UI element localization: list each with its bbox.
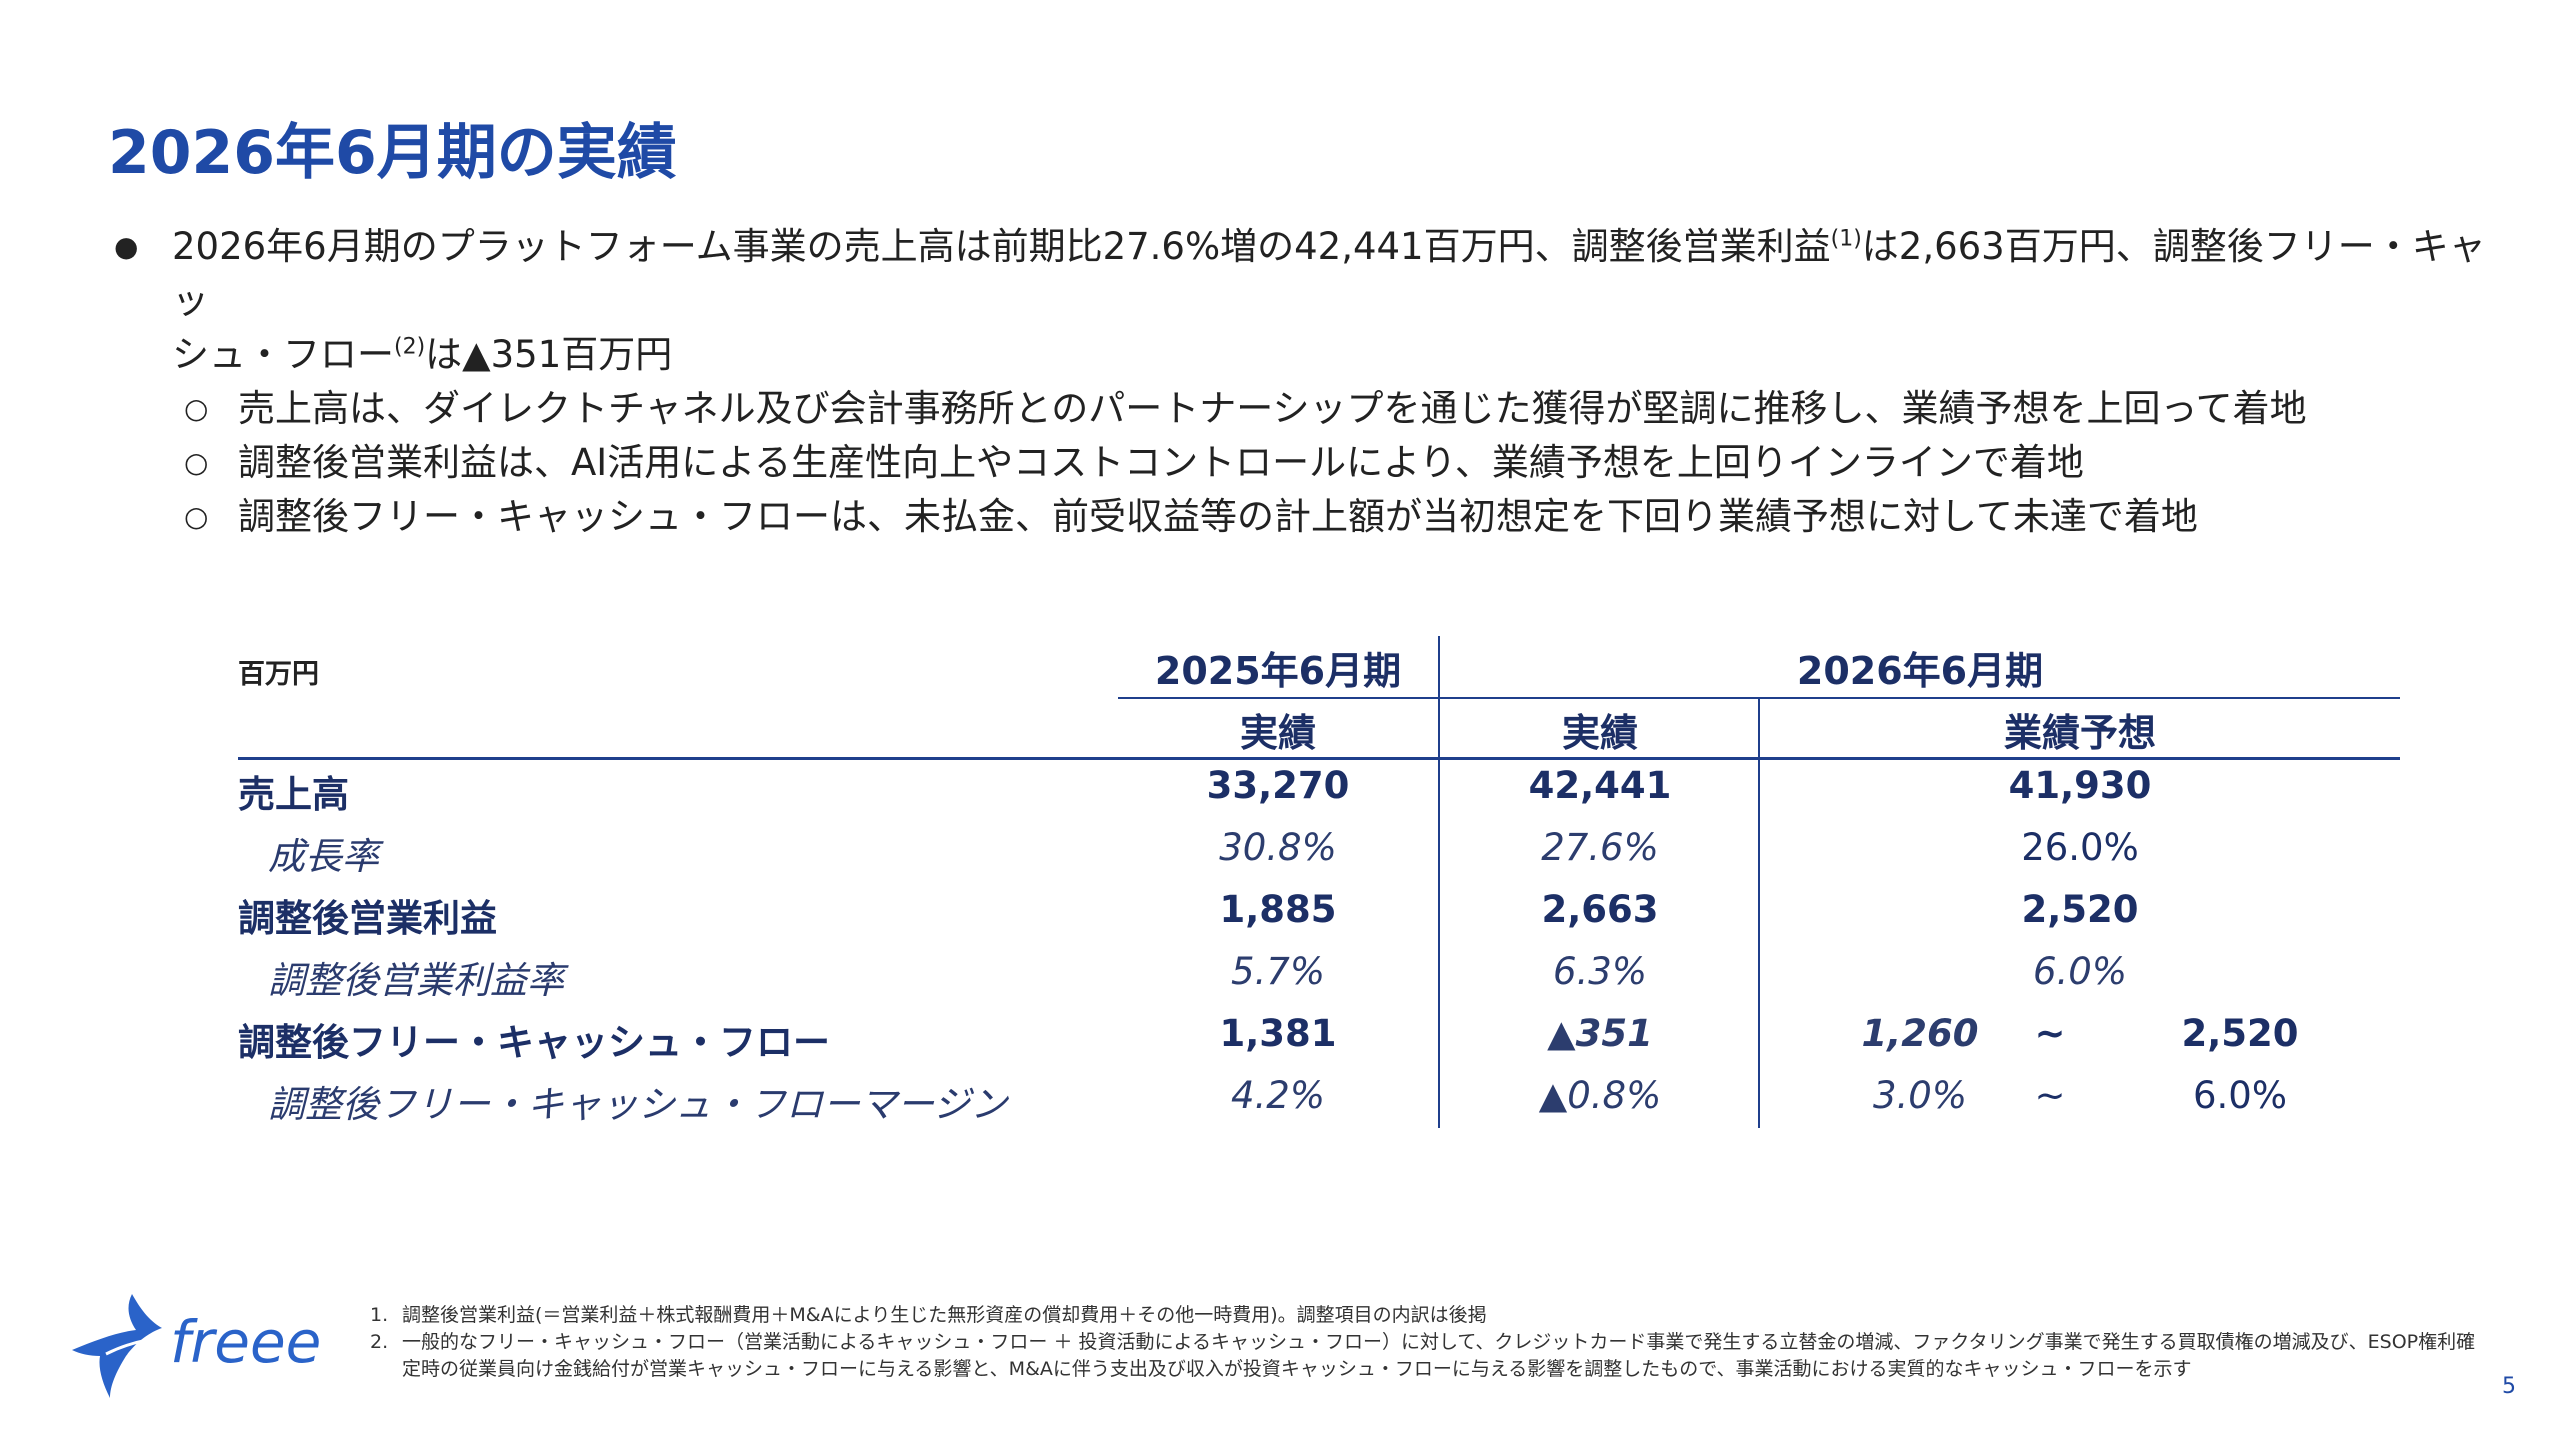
footnote-text: 一般的なフリー・キャッシュ・フロー（営業活動によるキャッシュ・フロー ＋ 投資活…: [402, 1331, 2476, 1380]
header-forecast: 業績予想: [2003, 711, 2156, 755]
cell-value: 42,441: [1528, 764, 1672, 807]
cell-value: 6.0%: [2193, 1074, 2287, 1117]
footnote-number: 1.: [370, 1304, 389, 1326]
column-divider: [1758, 698, 1760, 1128]
footnote-item: 1. 調整後営業利益(＝営業利益＋株式報酬費用＋M&Aにより生じた無形資産の償却…: [370, 1302, 2480, 1329]
cell-value: 33,270: [1206, 764, 1350, 807]
cell-value: 1,885: [1219, 888, 1337, 931]
row-label-adj-op-income: 調整後営業利益: [238, 897, 497, 940]
row-label-revenue: 売上高: [238, 773, 349, 816]
header-bottom-rule: [238, 757, 2400, 760]
bullet-dot-icon: ●: [114, 230, 139, 263]
footnote-ref-1: (1): [1830, 226, 1862, 252]
cell-value: 41,930: [2008, 764, 2152, 807]
cell-value: 2,663: [1541, 888, 1659, 931]
range-tilde: ~: [2034, 1074, 2066, 1117]
sub-bullet-text: 売上高は、ダイレクトチャネル及び会計事務所とのパートナーシップを通じた獲得が堅調…: [238, 387, 2307, 430]
header-fy2026: 2026年6月期: [1796, 649, 2044, 693]
header-fy2025: 2025年6月期: [1154, 649, 1402, 693]
cell-value: 26.0%: [2021, 826, 2139, 869]
main-bullet-text-1: 2026年6月期のプラットフォーム事業の売上高は前期比27.6%増の42,441…: [172, 225, 1831, 268]
cell-value: 1,260: [1861, 1012, 1979, 1055]
svg-text:freee: freee: [170, 1308, 321, 1376]
sub-bullet: ○ 調整後営業利益は、AI活用による生産性向上やコストコントロールにより、業績予…: [110, 436, 2490, 490]
sub-bullet-text: 調整後営業利益は、AI活用による生産性向上やコストコントロールにより、業績予想を…: [238, 441, 2084, 484]
bullet-circle-icon: ○: [184, 446, 209, 479]
sub-bullet: ○ 調整後フリー・キャッシュ・フローは、未払金、前受収益等の計上額が当初想定を下…: [110, 490, 2490, 544]
bird-logo-icon: freee: [72, 1294, 321, 1398]
footnote-item: 2. 一般的なフリー・キャッシュ・フロー（営業活動によるキャッシュ・フロー ＋ …: [370, 1329, 2480, 1383]
cell-value: ▲0.8%: [1538, 1074, 1662, 1117]
main-bullet-text-2: は2,663百万円、調整後フリー・キャッ: [172, 225, 2486, 322]
cell-value: 27.6%: [1541, 826, 1659, 869]
main-bullet-text-3: シュ・フロー: [172, 333, 394, 376]
sub-bullet-text: 調整後フリー・キャッシュ・フローは、未払金、前受収益等の計上額が当初想定を下回り…: [238, 495, 2198, 538]
header-actual-2025: 実績: [1239, 711, 1316, 755]
cell-value: 6.0%: [2033, 950, 2127, 993]
page-number: 5: [2502, 1374, 2516, 1399]
header-divider: [1118, 697, 2400, 699]
column-divider: [1438, 636, 1440, 1128]
footnote-text: 調整後営業利益(＝営業利益＋株式報酬費用＋M&Aにより生じた無形資産の償却費用＋…: [402, 1304, 1487, 1326]
row-label-adj-op-margin: 調整後営業利益率: [268, 959, 564, 1002]
bullet-list: ● 2026年6月期のプラットフォーム事業の売上高は前期比27.6%増の42,4…: [110, 220, 2490, 544]
header-actual-2026: 実績: [1561, 711, 1638, 755]
cell-value: 4.2%: [1231, 1074, 1325, 1117]
main-bullet-text-4: は▲351百万円: [425, 333, 673, 376]
bullet-circle-icon: ○: [184, 500, 209, 533]
footnote-ref-2: (2): [394, 334, 426, 360]
cell-value: 5.7%: [1231, 950, 1325, 993]
row-label-adj-fcf: 調整後フリー・キャッシュ・フロー: [238, 1021, 830, 1064]
cell-value: 1,381: [1219, 1012, 1337, 1055]
cell-value: ▲351: [1547, 1012, 1653, 1055]
row-label-adj-fcf-margin: 調整後フリー・キャッシュ・フローマージン: [268, 1083, 1008, 1126]
freee-logo: freee: [66, 1290, 336, 1400]
page-title: 2026年6月期の実績: [108, 118, 677, 188]
cell-value: 2,520: [2021, 888, 2139, 931]
bullet-circle-icon: ○: [184, 392, 209, 425]
footnote-number: 2.: [370, 1331, 389, 1353]
cell-value: 30.8%: [1219, 826, 1337, 869]
cell-value: 6.3%: [1553, 950, 1647, 993]
row-label-growth: 成長率: [268, 835, 379, 878]
cell-value: 3.0%: [1873, 1074, 1967, 1117]
main-bullet: ● 2026年6月期のプラットフォーム事業の売上高は前期比27.6%増の42,4…: [110, 220, 2490, 382]
range-tilde: ~: [2034, 1012, 2066, 1055]
sub-bullet: ○ 売上高は、ダイレクトチャネル及び会計事務所とのパートナーシップを通じた獲得が…: [110, 382, 2490, 436]
footnotes: 1. 調整後営業利益(＝営業利益＋株式報酬費用＋M&Aにより生じた無形資産の償却…: [370, 1302, 2480, 1383]
cell-value: 2,520: [2181, 1012, 2299, 1055]
table-unit-label: 百万円: [238, 659, 319, 690]
